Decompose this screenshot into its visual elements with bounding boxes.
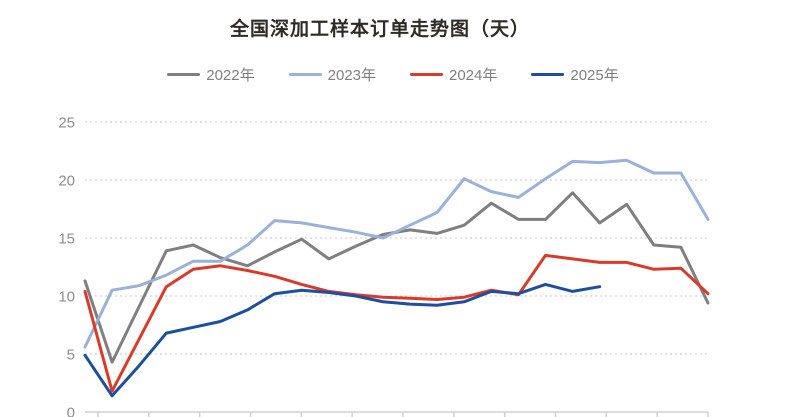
legend-label: 2023年	[327, 67, 376, 84]
y-axis-label-5: 5	[67, 347, 75, 364]
chart-title: 全国深加工样本订单走势图（天）	[229, 19, 530, 40]
series-line-2025	[83, 282, 602, 398]
chart-legend: 2022年 2023年 2024年 2025年	[0, 64, 786, 85]
legend-label: 2025年	[570, 67, 619, 84]
y-axis-label-20: 20	[58, 173, 75, 190]
legend-line-swatch-icon	[167, 72, 201, 77]
legend-item-2024[interactable]: 2024年	[410, 64, 497, 85]
y-axis-label-0: 0	[67, 405, 75, 417]
legend-label: 2022年	[206, 67, 255, 84]
legend-line-swatch-icon	[410, 72, 443, 77]
legend-item-2022[interactable]: 2022年	[167, 64, 255, 85]
y-axis-label-10: 10	[58, 289, 75, 306]
legend-line-swatch-icon	[531, 72, 565, 77]
series-line-2023	[83, 158, 710, 349]
legend-item-2023[interactable]: 2023年	[288, 64, 376, 85]
series-line-2024	[83, 253, 710, 393]
y-axis-label-15: 15	[58, 231, 75, 248]
legend-item-2025[interactable]: 2025年	[531, 64, 619, 85]
y-axis-label-25: 25	[58, 115, 75, 132]
legend-line-swatch-icon	[288, 72, 322, 77]
legend-label: 2024年	[449, 67, 498, 84]
